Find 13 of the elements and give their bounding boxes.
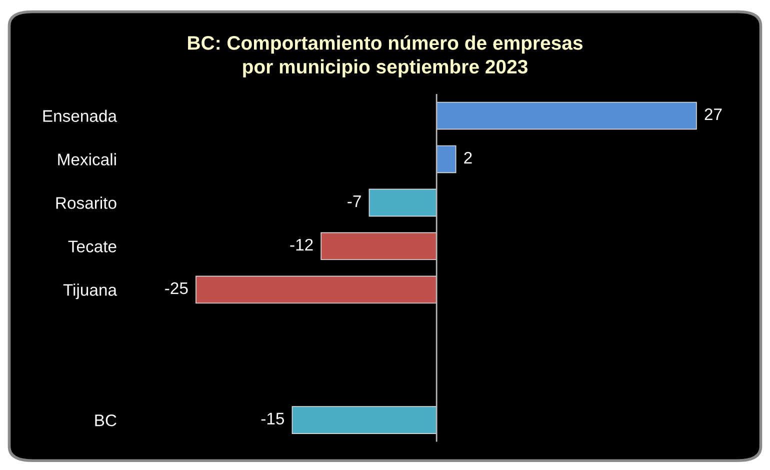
data-label: -7 xyxy=(348,196,361,207)
y-tick-label: Ensenada xyxy=(43,110,118,122)
data-label: -25 xyxy=(165,282,188,294)
y-tick-label: BC xyxy=(95,414,116,426)
y-tick-label: Tijuana xyxy=(63,284,118,300)
y-tick-label: Mexicali xyxy=(58,153,116,166)
data-label: -15 xyxy=(261,412,284,425)
data-label: -12 xyxy=(290,238,313,250)
data-label: 2 xyxy=(464,152,472,164)
chart-title: BC: Comportamiento número de empresas por municipio septiembre 2023 xyxy=(188,35,582,78)
y-tick-label: Rosarito xyxy=(56,196,116,209)
y-tick-label: Tecate xyxy=(68,240,116,252)
data-label: 27 xyxy=(704,108,722,120)
